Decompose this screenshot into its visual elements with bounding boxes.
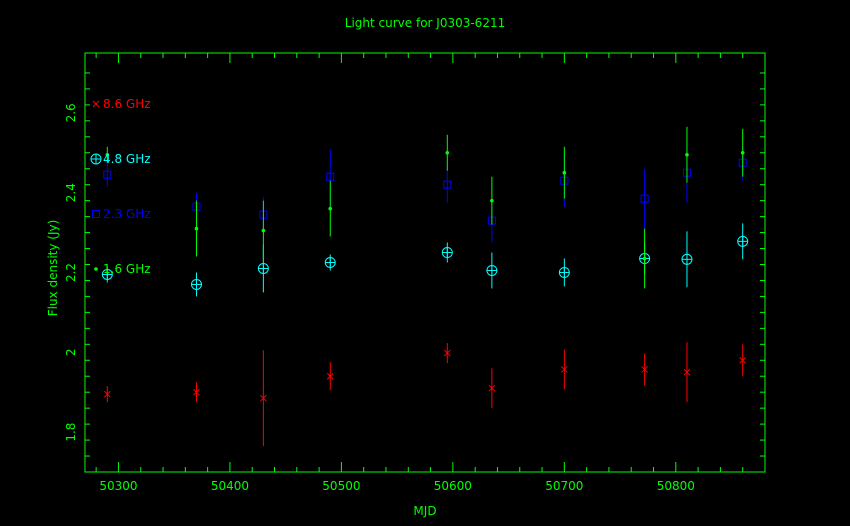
plot-frame: [84, 52, 766, 473]
data-point: [103, 390, 111, 398]
x-tick-label: 50800: [657, 479, 695, 493]
data-point: [257, 262, 269, 274]
data-point: [101, 268, 113, 280]
data-point: [443, 349, 451, 357]
data-point: [640, 194, 649, 203]
x-axis-label: MJD: [413, 504, 436, 518]
legend: 8.6 GHz 4.8 GHz 2.3 GHz 1.6 GHz: [90, 97, 151, 276]
data-point: [190, 278, 202, 290]
legend-label: 2.3 GHz: [103, 207, 151, 221]
data-point: [328, 206, 333, 211]
x-tick-label: 50500: [322, 479, 360, 493]
data-point: [739, 356, 747, 364]
data-point: [445, 150, 450, 155]
legend-label: 8.6 GHz: [103, 97, 151, 111]
data-point: [441, 247, 453, 259]
x-tick-label: 50600: [434, 479, 472, 493]
data-point: [560, 366, 568, 373]
legend-marker: [92, 100, 100, 108]
data-point: [443, 180, 452, 189]
data-marks: [101, 126, 749, 447]
y-tick-label: 2.4: [64, 183, 78, 202]
data-point: [324, 257, 336, 268]
data-point: [103, 170, 112, 179]
legend-marker: [94, 267, 98, 271]
y-tick-label: 2.6: [64, 103, 78, 122]
data-point: [261, 228, 266, 233]
data-point: [683, 368, 691, 376]
data-point: [685, 152, 689, 157]
y-tick-label: 2: [64, 348, 78, 356]
series-8-6-ghz: [103, 342, 747, 447]
data-point: [326, 172, 335, 181]
data-point: [642, 256, 647, 261]
x-tick-label: 50700: [545, 479, 583, 493]
data-point: [562, 170, 567, 175]
x-tick-label: 50400: [211, 479, 249, 493]
y-tick-label: 2.2: [64, 263, 78, 282]
data-point: [260, 394, 267, 402]
data-point: [490, 198, 494, 203]
chart-title: Light curve for J0303-6211: [345, 16, 505, 30]
data-point: [488, 384, 496, 392]
y-axis-label: Flux density (Jy): [46, 220, 60, 317]
data-point: [740, 150, 745, 155]
legend-label: 4.8 GHz: [103, 152, 151, 166]
data-point: [193, 388, 200, 396]
data-point: [681, 253, 693, 265]
legend-label: 1.6 GHz: [103, 262, 151, 276]
data-point: [486, 264, 498, 276]
legend-marker: [92, 210, 100, 218]
axis-ticks: 50300 50400 50500 50600 50700 50800 1.8 2 2.2 2.4…: [64, 53, 766, 493]
data-point: [737, 235, 749, 247]
data-point: [641, 366, 648, 373]
data-point: [326, 372, 334, 380]
legend-marker: [90, 153, 102, 165]
data-point: [194, 226, 199, 231]
y-tick-label: 1.8: [64, 423, 78, 442]
x-tick-label: 50300: [99, 479, 137, 493]
data-point: [558, 266, 570, 278]
data-point: [105, 152, 110, 157]
series-1-6-ghz: [105, 126, 745, 289]
